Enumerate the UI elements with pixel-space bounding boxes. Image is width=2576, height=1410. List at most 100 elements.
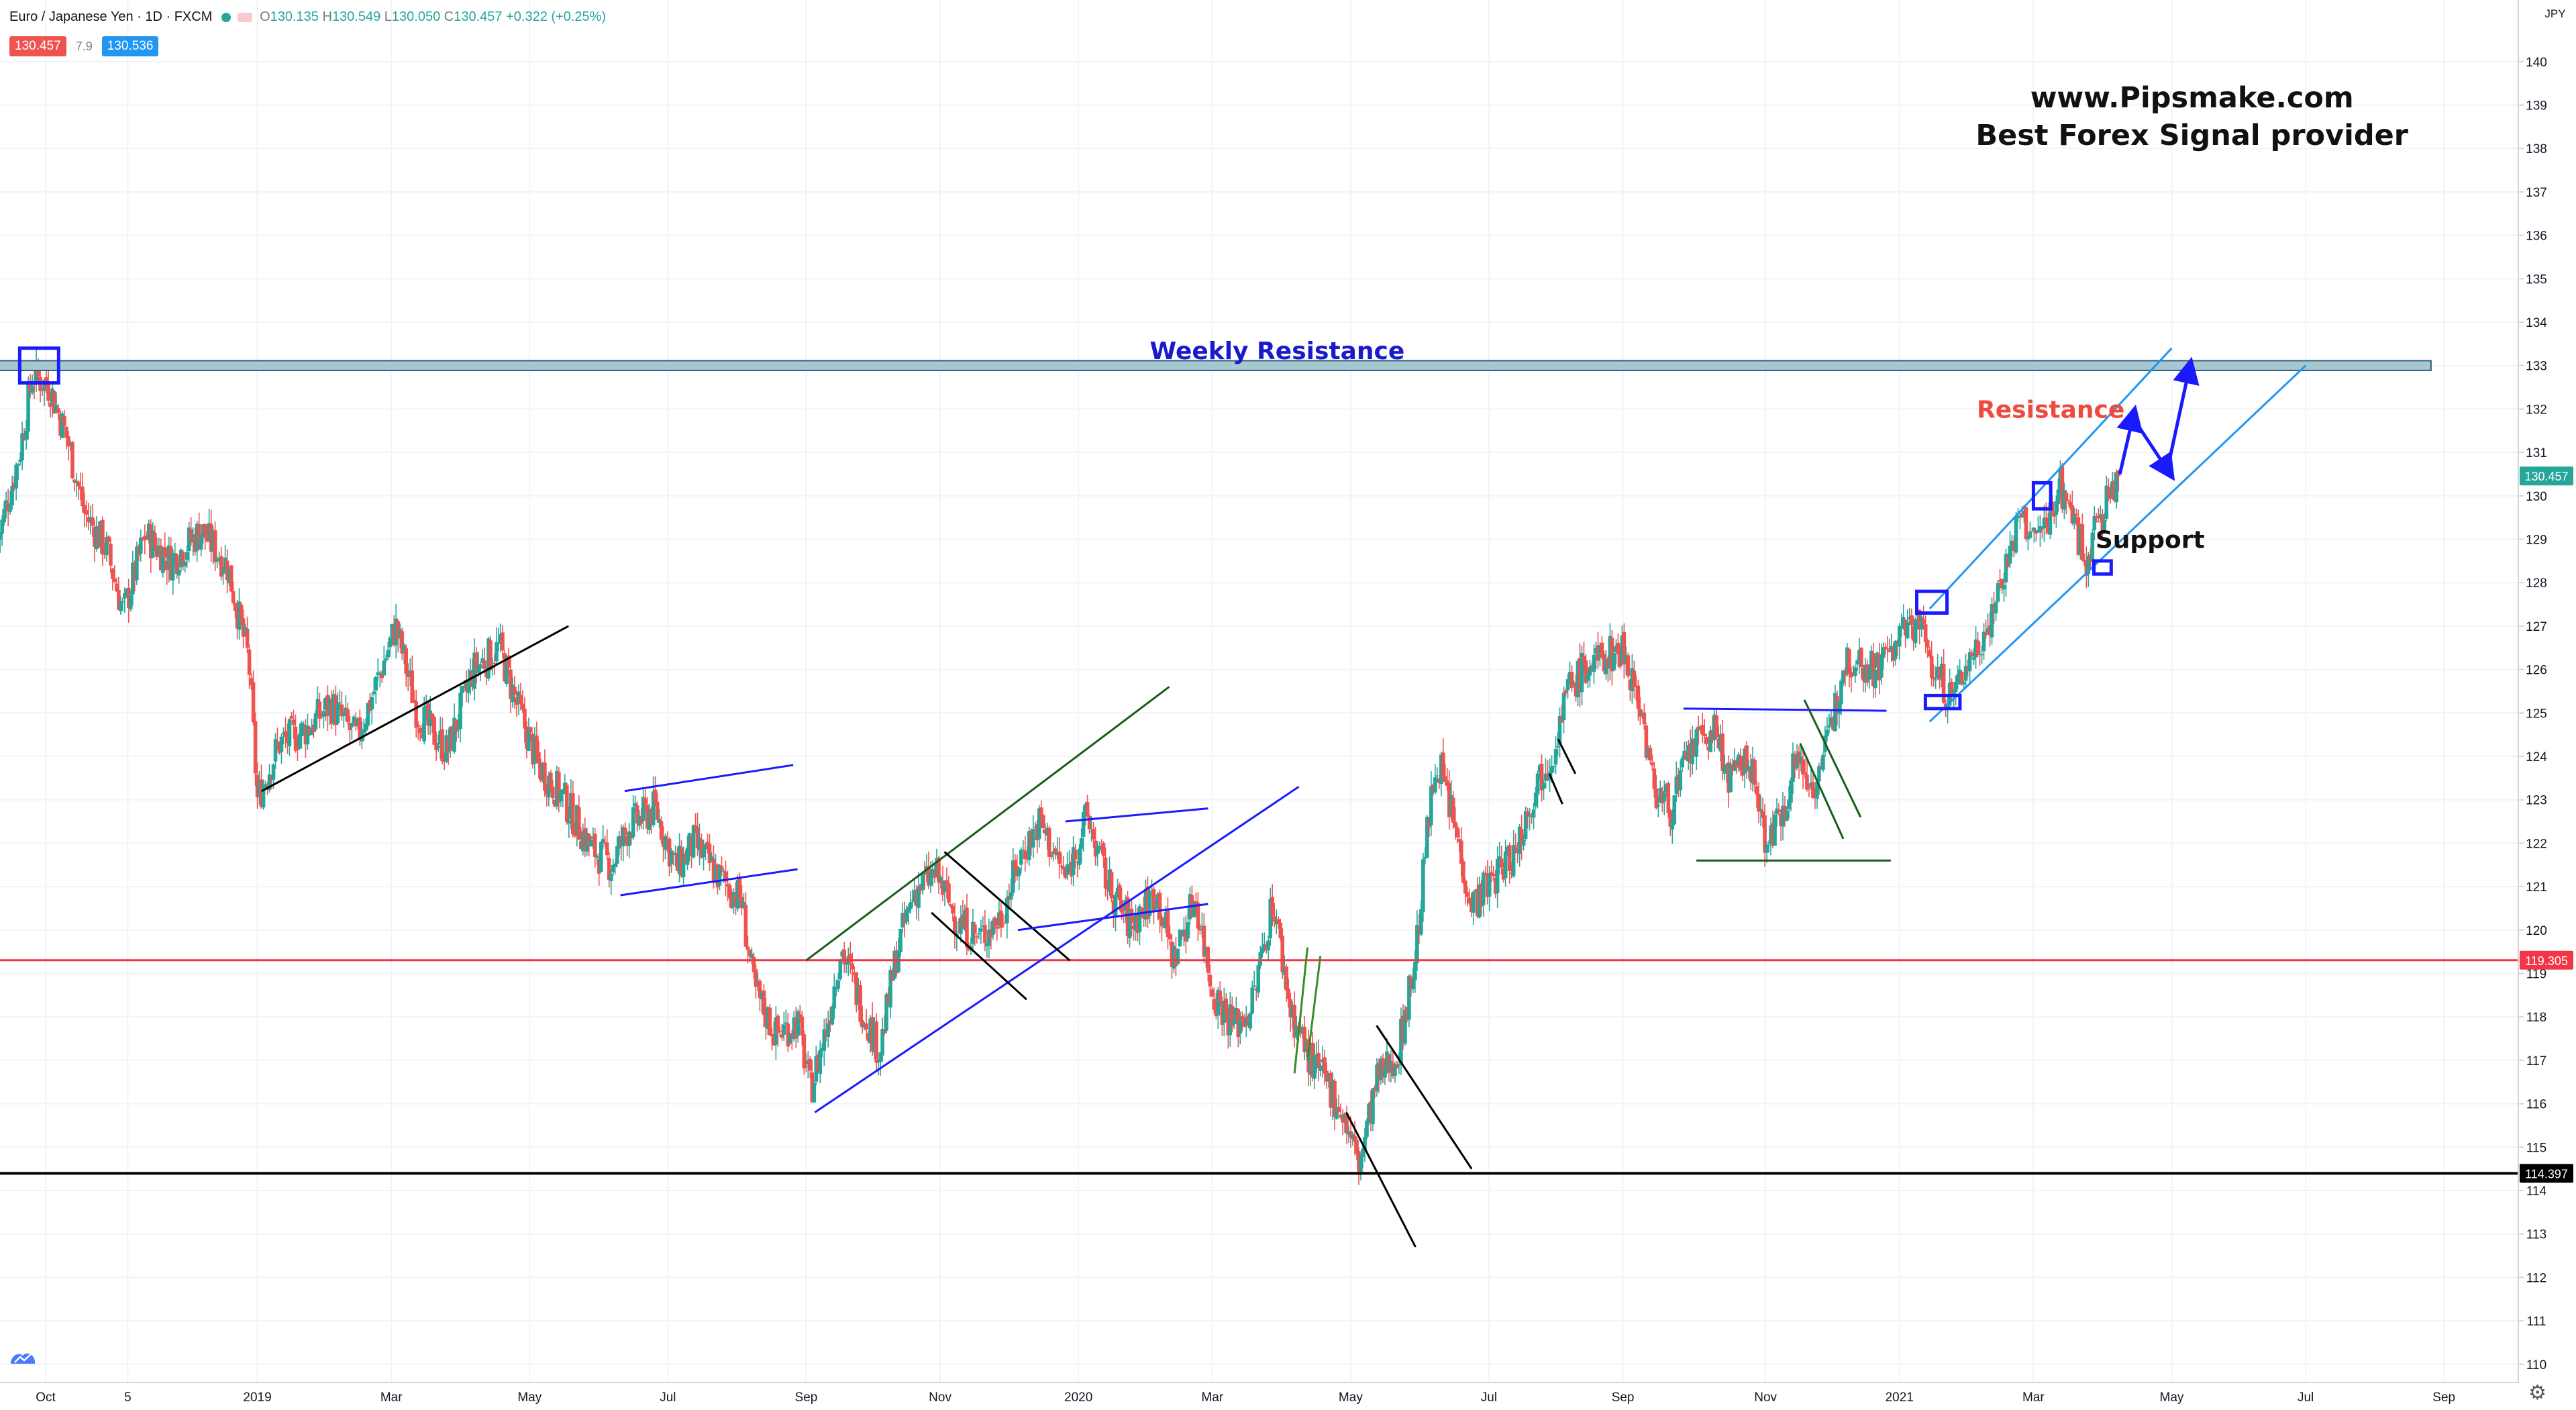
candle — [113, 565, 117, 584]
candle — [1630, 654, 1635, 704]
candle — [229, 565, 234, 592]
candle-body — [1143, 889, 1148, 920]
candle-body — [515, 697, 519, 705]
candle-body — [1981, 632, 1986, 652]
candle — [1743, 746, 1747, 789]
candle-body — [1565, 679, 1570, 691]
candle — [1015, 854, 1019, 881]
candle — [1493, 870, 1498, 899]
candle — [331, 689, 336, 726]
candle-body — [1805, 774, 1809, 790]
candle — [1678, 760, 1683, 797]
candle-body — [1917, 609, 1922, 630]
candle-body — [2044, 517, 2049, 522]
candle-body — [629, 834, 633, 839]
symbol-title: Euro / Japanese Yen · 1D · FXCM — [9, 9, 213, 24]
candle — [448, 725, 452, 758]
candle-body — [1437, 778, 1441, 783]
candle-body — [336, 703, 340, 723]
candle — [1304, 1038, 1308, 1058]
candle-body — [2056, 489, 2061, 505]
candle-body — [1151, 889, 1156, 911]
candle-body — [428, 710, 432, 726]
tradingview-logo-icon[interactable] — [9, 1349, 36, 1366]
candle-body — [1807, 787, 1811, 789]
candle — [2084, 546, 2089, 589]
candle — [933, 864, 937, 883]
candle-body — [1335, 1107, 1339, 1119]
candle-body — [1755, 786, 1759, 795]
candle — [1413, 950, 1417, 993]
candle-body — [1359, 1154, 1363, 1172]
candle — [1355, 1137, 1359, 1161]
candle-body — [595, 856, 599, 858]
candle-body — [1493, 878, 1498, 894]
candle-body — [1401, 1015, 1405, 1044]
candle — [1604, 650, 1608, 680]
candle — [625, 833, 629, 856]
candle-body — [338, 702, 342, 703]
candle — [1176, 948, 1180, 964]
candle — [1481, 870, 1486, 917]
candle-body — [900, 913, 905, 928]
buy-price-button[interactable]: 130.536 — [101, 36, 159, 56]
candle-body — [1865, 664, 1869, 683]
candle — [1955, 665, 1960, 689]
candle — [1582, 641, 1586, 674]
candle-body — [217, 559, 221, 561]
candle — [499, 623, 503, 652]
candle-body — [792, 1017, 796, 1040]
candle-body — [1085, 801, 1090, 817]
candle-body — [1077, 848, 1082, 865]
candle-body — [1258, 952, 1263, 966]
sell-price-button[interactable]: 130.457 — [9, 36, 66, 56]
candle — [1855, 658, 1859, 672]
candle — [1471, 891, 1476, 925]
candle-body — [1003, 922, 1007, 924]
candle — [1325, 1062, 1329, 1089]
candle — [1688, 729, 1693, 778]
candle — [160, 546, 165, 578]
candle-body — [484, 670, 488, 678]
candle — [1491, 866, 1496, 881]
candle-body — [1652, 768, 1657, 789]
candle — [1847, 648, 1851, 688]
candle — [384, 654, 389, 663]
candle — [1988, 611, 1992, 647]
candle — [808, 1056, 813, 1078]
candle-body — [868, 1018, 872, 1044]
candle-body — [158, 545, 163, 570]
candle-body — [176, 570, 181, 576]
settings-gear-icon[interactable]: ⚙ — [2528, 1382, 2546, 1404]
candle — [321, 699, 326, 729]
candle-body — [1541, 783, 1546, 789]
candle-body — [1622, 632, 1627, 665]
trend-line — [624, 764, 794, 793]
candle — [1747, 760, 1751, 779]
candle — [257, 770, 262, 805]
candle — [464, 670, 468, 703]
candle-body — [1855, 660, 1859, 665]
candle — [62, 409, 66, 428]
candle-body — [1025, 858, 1029, 860]
candle — [1435, 767, 1439, 783]
candle — [1455, 823, 1459, 844]
y-tick-label: 117 — [2526, 1054, 2546, 1068]
candle-body — [551, 786, 555, 799]
candle-body — [303, 725, 308, 745]
trend-line — [620, 868, 798, 897]
candle — [975, 934, 979, 944]
candle-body — [358, 717, 362, 739]
candle-body — [275, 741, 280, 743]
candle-body — [1759, 809, 1763, 811]
candle-body — [756, 983, 760, 985]
candle-body — [884, 994, 888, 1031]
candle-body — [1407, 975, 1411, 1020]
candle — [1443, 763, 1447, 785]
candle-body — [486, 638, 491, 679]
candle-body — [834, 987, 839, 990]
candle — [1527, 808, 1532, 831]
candle-body — [243, 627, 248, 634]
candle-body — [261, 785, 266, 808]
